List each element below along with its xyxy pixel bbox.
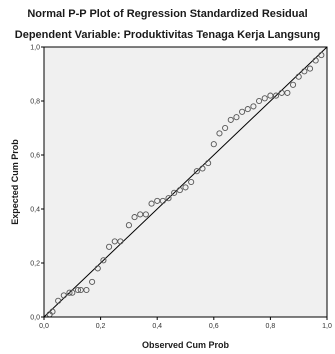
data-point	[318, 52, 325, 59]
plot-frame	[43, 46, 328, 318]
data-point	[312, 57, 319, 64]
y-tick-label: 0,8	[30, 99, 40, 106]
data-point	[100, 257, 107, 264]
data-points	[46, 52, 325, 318]
data-point	[256, 97, 263, 105]
data-point	[227, 116, 234, 123]
reference-line	[43, 46, 328, 318]
data-point	[244, 106, 251, 113]
data-point	[216, 130, 223, 137]
data-point	[94, 265, 101, 272]
data-point	[171, 189, 178, 196]
data-point	[66, 289, 73, 296]
chart-subtitle: Dependent Variable: Produktivitas Tenaga…	[14, 29, 321, 41]
data-point	[233, 114, 240, 121]
data-point	[176, 187, 183, 194]
data-point	[111, 238, 118, 245]
x-tick-label: 1,0	[322, 323, 332, 330]
data-point	[239, 108, 246, 115]
x-tick-label: 0,2	[96, 323, 106, 330]
y-tick-label: 0,6	[30, 153, 40, 160]
y-tick-label: 0,4	[30, 207, 40, 214]
y-tick-label: 1,0	[30, 45, 40, 52]
data-point	[188, 178, 195, 186]
data-point	[69, 289, 76, 296]
data-point	[261, 95, 268, 102]
data-point	[159, 197, 166, 204]
data-point	[205, 160, 212, 167]
data-point	[193, 168, 200, 175]
y-tick-label: 0,2	[30, 261, 40, 268]
data-point	[165, 195, 172, 202]
x-tick-label: 0,8	[266, 323, 276, 330]
data-point	[83, 286, 90, 294]
data-point	[106, 243, 113, 250]
data-point	[148, 200, 155, 207]
data-point	[60, 292, 67, 299]
data-point	[278, 89, 285, 96]
data-point	[267, 92, 274, 99]
x-tick-label: 0,4	[152, 323, 162, 330]
data-point	[77, 286, 84, 294]
data-point	[142, 211, 149, 218]
data-point	[250, 103, 257, 110]
chart-title: Normal P-P Plot of Regression Standardiz…	[27, 8, 308, 20]
data-point	[301, 68, 308, 75]
data-point	[49, 308, 56, 315]
data-point	[154, 197, 161, 204]
x-axis-ticks: 0,0 0,2 0,4 0,6 0,8 1,0	[39, 317, 332, 330]
data-point	[295, 73, 302, 80]
data-point	[89, 278, 96, 285]
x-axis-label: Observed Cum Prob	[142, 340, 230, 350]
data-point	[182, 184, 189, 191]
y-tick-label: 0,0	[30, 315, 40, 322]
data-point	[125, 222, 132, 229]
data-point	[210, 141, 217, 148]
x-tick-label: 0,6	[209, 323, 219, 330]
data-point	[199, 165, 206, 172]
y-axis-label: Expected Cum Prob	[10, 139, 20, 225]
data-point	[222, 124, 229, 132]
data-point	[306, 65, 314, 72]
data-point	[273, 92, 280, 99]
data-point	[74, 286, 82, 294]
data-point	[289, 81, 297, 88]
data-point	[284, 89, 291, 96]
data-point	[131, 214, 138, 221]
x-tick-label: 0,0	[39, 323, 49, 330]
y-axis-ticks: 0,0 0,2 0,4 0,6 0,8 1,0	[30, 45, 44, 322]
data-point	[137, 211, 144, 218]
data-point	[55, 297, 62, 304]
data-point	[117, 238, 124, 245]
